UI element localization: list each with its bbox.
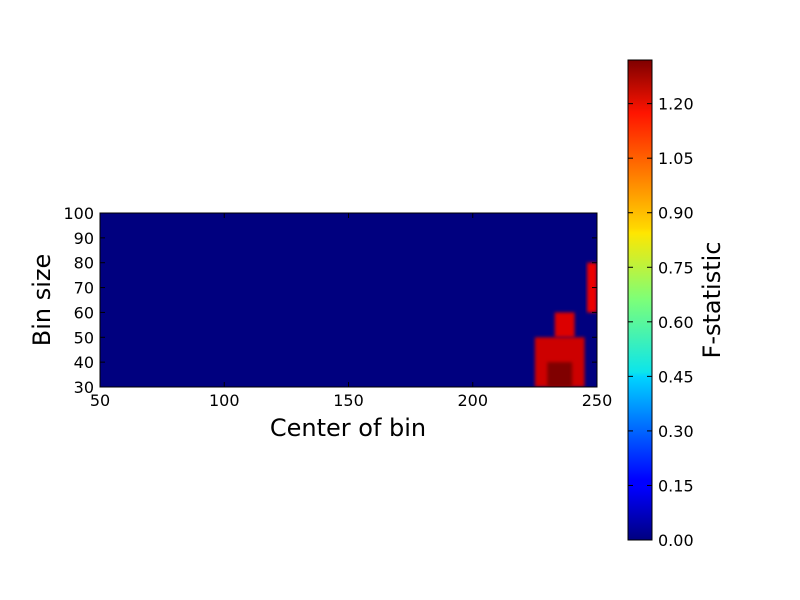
colorbar-tick-label: 0.60 — [658, 313, 694, 332]
colorbar-tick-label: 1.20 — [658, 95, 694, 114]
colorbar-tick-label: 0.45 — [658, 367, 694, 386]
colorbar-ticks: 0.00 0.15 0.30 0.45 0.60 0.75 0.90 1.05 1.20 — [628, 95, 694, 550]
y-tick-label: 60 — [74, 303, 94, 322]
colorbar-tick-label: 1.05 — [658, 149, 694, 168]
x-tick-label: 200 — [457, 391, 488, 410]
y-tick-label: 80 — [74, 254, 94, 273]
colorbar-tick-label: 0.15 — [658, 476, 694, 495]
y-tick-label: 90 — [74, 229, 94, 248]
x-tick-label: 50 — [90, 391, 110, 410]
y-tick-label: 40 — [74, 353, 94, 372]
y-tick-label: 30 — [74, 378, 94, 397]
heatmap-cell-2 — [547, 362, 573, 387]
colorbar-tick-label: 0.30 — [658, 422, 694, 441]
y-axis-label: Bin size — [28, 254, 56, 347]
colorbar-label: F-statistic — [698, 242, 726, 359]
y-tick-label: 100 — [63, 204, 94, 223]
x-axis-label: Center of bin — [270, 414, 426, 442]
x-tick-label: 250 — [582, 391, 613, 410]
colorbar-gradient — [627, 59, 653, 541]
y-tick-label: 50 — [74, 328, 94, 347]
heatmap-background — [100, 213, 597, 387]
colorbar-tick-label: 0.00 — [658, 531, 694, 550]
y-tick-label: 70 — [74, 279, 94, 298]
x-tick-label: 100 — [209, 391, 240, 410]
heatmap-cell-1 — [554, 312, 575, 338]
x-tick-label: 150 — [333, 391, 364, 410]
plot-area — [99, 212, 598, 388]
y-axis-ticks: 30 40 50 60 70 80 90 100 — [63, 204, 597, 397]
colorbar: 0.00 0.15 0.30 0.45 0.60 0.75 0.90 1.05 1.20 F-s… — [627, 59, 726, 550]
x-axis-ticks: 50 100 150 200 250 — [90, 213, 612, 410]
colorbar-tick-label: 0.90 — [658, 204, 694, 223]
colorbar-tick-label: 0.75 — [658, 258, 694, 277]
